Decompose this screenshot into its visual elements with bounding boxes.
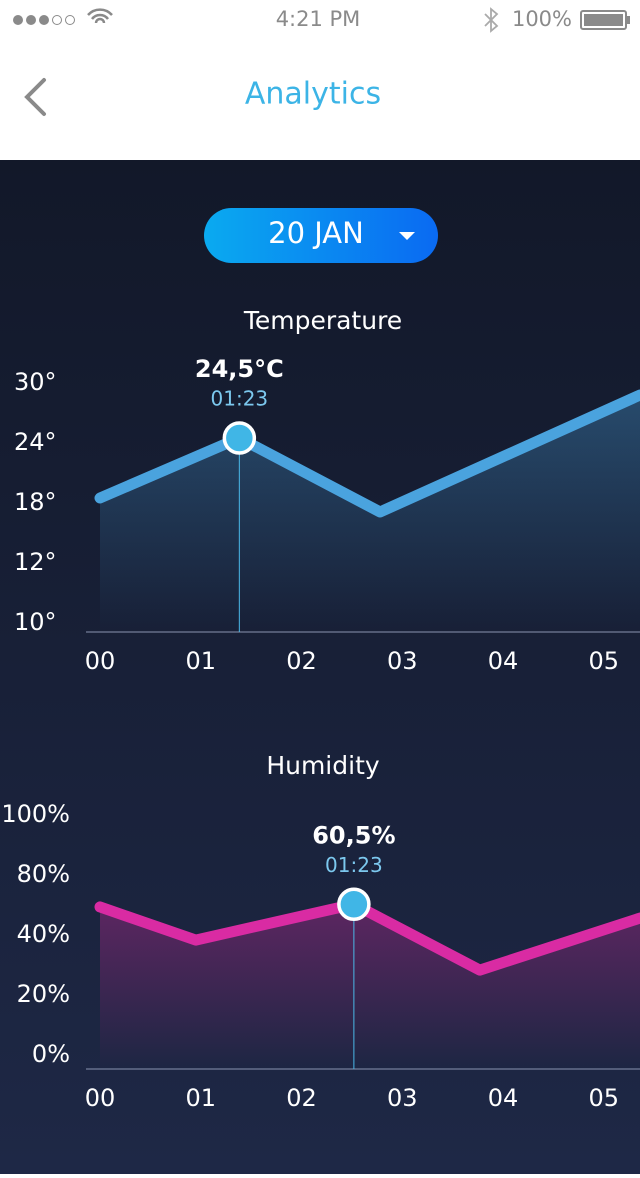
battery-tip (627, 16, 630, 24)
area (100, 395, 640, 632)
value-label: 60,5% (312, 821, 395, 849)
y-tick-label: 100% (1, 800, 70, 828)
x-tick-label: 04 (488, 647, 519, 675)
x-tick-label: 05 (588, 647, 619, 675)
x-tick-label: 01 (185, 1084, 216, 1112)
battery-fill (584, 14, 623, 26)
header-bg (0, 0, 640, 160)
line (94, 389, 640, 518)
value-label: 24,5°C (195, 355, 284, 383)
y-tick-label: 24° (14, 428, 57, 456)
time-label: 01:23 (325, 853, 383, 877)
wifi-icon (87, 8, 113, 24)
y-tick-label: 12° (14, 548, 57, 576)
date-picker[interactable] (204, 208, 438, 263)
x-tick-label: 04 (488, 1084, 519, 1112)
x-tick-label: 02 (286, 1084, 317, 1112)
x-tick-label: 00 (85, 647, 116, 675)
point-marker (222, 421, 257, 455)
status-time: 4:21 PM (276, 7, 361, 31)
y-tick-label: 10° (14, 608, 57, 636)
x-tick-label: 05 (588, 1084, 619, 1112)
x-tick-label: 02 (286, 647, 317, 675)
point-marker (337, 887, 371, 921)
x-tick-label: 03 (387, 647, 418, 675)
area (100, 904, 640, 1069)
chart-title: Temperature (243, 306, 402, 335)
back-button[interactable] (24, 78, 46, 116)
dropdown-arrow (399, 232, 415, 240)
y-tick-label: 80% (17, 860, 70, 888)
y-tick-label: 18° (14, 488, 57, 516)
x-tick-label: 00 (85, 1084, 116, 1112)
y-tick-label: 40% (17, 920, 70, 948)
y-tick-label: 30° (14, 368, 57, 396)
chart-title: Humidity (266, 751, 380, 780)
bluetooth-icon (484, 7, 499, 33)
date-label: 20 JAN (268, 216, 364, 250)
y-tick-label: 20% (17, 980, 70, 1008)
x-tick-label: 01 (185, 647, 216, 675)
battery-icon (580, 10, 627, 30)
x-tick-label: 03 (387, 1084, 418, 1112)
signal (13, 15, 75, 25)
time-label: 01:23 (211, 387, 269, 411)
battery-text: 100% (512, 7, 572, 31)
nav-title: Analytics (245, 77, 381, 112)
y-tick-label: 0% (32, 1040, 70, 1068)
